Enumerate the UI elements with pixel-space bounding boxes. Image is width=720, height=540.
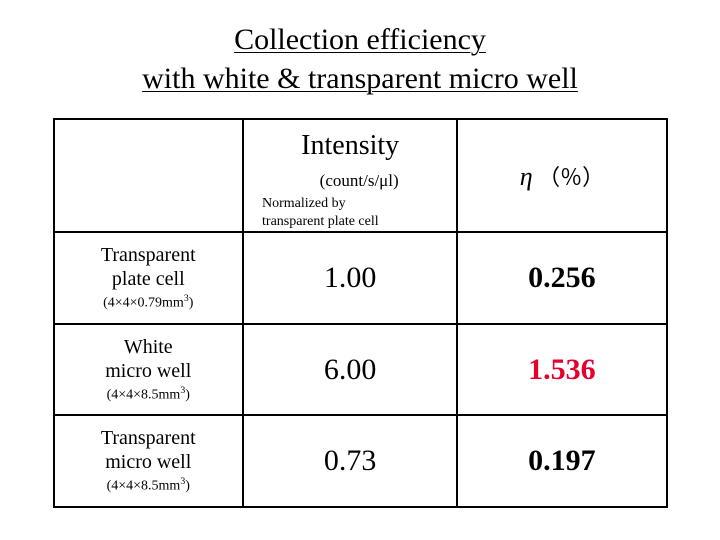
slide-title: Collection efficiency with white & trans… (40, 20, 680, 98)
eta-units: （％） (533, 165, 605, 190)
eta-text: 1.536 (528, 353, 596, 386)
header-eta: η （％） (457, 119, 666, 232)
cell-name-l1: Transparent (61, 426, 237, 450)
eta-symbol: η (520, 162, 533, 191)
table-row: White micro well (4×4×8.5mm3) 6.00 1.536 (54, 324, 667, 415)
intensity-text: 0.73 (324, 444, 377, 477)
row-label: Transparent micro well (4×4×8.5mm3) (54, 415, 244, 506)
normalized-line-1: Normalized by (262, 195, 456, 213)
eta-text: 0.197 (528, 444, 596, 477)
cell-dim: (4×4×0.79mm3) (61, 293, 237, 312)
intensity-value: 1.00 (243, 232, 457, 323)
eta-value: 0.197 (457, 415, 666, 506)
cell-name-l2: micro well (61, 359, 237, 383)
row-label: White micro well (4×4×8.5mm3) (54, 324, 244, 415)
intensity-value: 6.00 (243, 324, 457, 415)
intensity-text: 1.00 (324, 261, 377, 294)
cell-name-l1: White (61, 335, 237, 359)
cell-name-l2: micro well (61, 450, 237, 474)
table-row: Transparent micro well (4×4×8.5mm3) 0.73… (54, 415, 667, 506)
intensity-units: (count/s/μl) (262, 171, 456, 191)
eta-value: 0.256 (457, 232, 666, 323)
intensity-text: 6.00 (324, 353, 377, 386)
intensity-value: 0.73 (243, 415, 457, 506)
cell-dim: (4×4×8.5mm3) (61, 476, 237, 495)
intensity-label: Intensity (301, 130, 399, 161)
row-label: Transparent plate cell (4×4×0.79mm3) (54, 232, 244, 323)
header-empty-top (54, 119, 244, 171)
eta-wrap: η （％） (520, 165, 604, 190)
header-intensity: Intensity (243, 119, 457, 171)
title-line-1: Collection efficiency (40, 20, 680, 59)
table-row: Transparent plate cell (4×4×0.79mm3) 1.0… (54, 232, 667, 323)
cell-name-l2: plate cell (61, 267, 237, 291)
header-intensity-sub: (count/s/μl) Normalized by transparent p… (243, 171, 457, 232)
eta-value: 1.536 (457, 324, 666, 415)
normalized-line-2: transparent plate cell (262, 213, 456, 231)
cell-name-l1: Transparent (61, 243, 237, 267)
title-line-2: with white & transparent micro well (40, 59, 680, 98)
eta-text: 0.256 (528, 261, 596, 294)
efficiency-table: Intensity η （％） (count/s/μl) Normalized … (53, 118, 668, 508)
cell-dim: (4×4×8.5mm3) (61, 385, 237, 404)
header-empty-bottom (54, 171, 244, 232)
